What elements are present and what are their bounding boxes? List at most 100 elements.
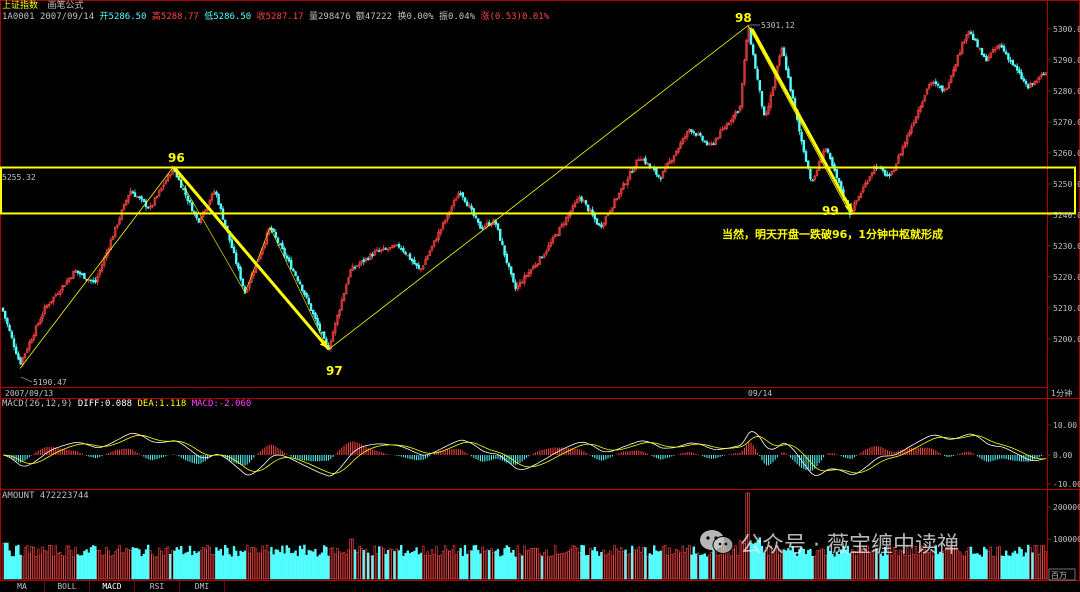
amount-bar <box>947 546 951 580</box>
tab-ma[interactable]: MA <box>0 581 45 592</box>
amount-bar <box>811 555 814 580</box>
amount-bar <box>228 554 231 580</box>
high-value: 高5288.77 <box>151 12 199 22</box>
amount-bar <box>670 554 674 580</box>
candle-body <box>758 80 762 91</box>
amount-bar <box>754 542 757 580</box>
candle-body <box>659 177 663 180</box>
candle-body <box>938 86 942 88</box>
macd-dea: DEA:1.118 <box>137 399 187 409</box>
amount-bar <box>725 553 729 580</box>
amount-bar <box>703 553 707 580</box>
label-99: 99 <box>822 204 839 218</box>
macd-value: MACD:-2.060 <box>191 399 252 409</box>
candle-body <box>745 39 748 61</box>
price-tick-label: 5290.00 <box>1053 56 1080 65</box>
candle-body <box>578 197 581 200</box>
candle-body <box>481 227 484 230</box>
amount-bar <box>281 545 284 580</box>
amount-bar <box>910 548 913 580</box>
candle-body <box>114 226 117 237</box>
amount-bar <box>391 548 394 580</box>
hub-box <box>0 166 1076 215</box>
arrow-98-99 <box>750 28 854 213</box>
amount-bar <box>188 545 192 580</box>
candle-body <box>976 39 979 48</box>
amount-bar <box>888 546 891 580</box>
candle-body <box>314 312 317 320</box>
amount-bar <box>30 546 33 580</box>
candle-body <box>672 155 676 162</box>
amount-bar <box>536 547 539 580</box>
candle-body <box>289 260 293 270</box>
amount-bar <box>824 554 828 580</box>
amount-bar <box>525 550 528 580</box>
amount-bar <box>457 551 460 580</box>
amount-bar <box>580 544 583 580</box>
amount-bar <box>518 553 522 580</box>
amount-bar <box>136 548 139 580</box>
amount-bar <box>474 545 478 580</box>
amount-bar <box>666 554 669 580</box>
candle-body <box>160 187 163 192</box>
amount-bar <box>668 547 671 580</box>
candle-body <box>395 244 398 246</box>
candle-body <box>316 317 319 326</box>
candle-body <box>714 138 718 145</box>
candle-body <box>232 246 236 253</box>
amount-bar <box>611 555 614 580</box>
amount-bar <box>246 544 249 580</box>
amount-bar <box>795 555 799 580</box>
amount-bar <box>534 547 537 580</box>
amount-bar <box>1 542 5 580</box>
amount-bar <box>562 553 566 580</box>
macd-title[interactable]: MACD(26,12,9) <box>2 399 73 409</box>
candle-body <box>954 64 957 72</box>
index-name[interactable]: 上证指数 <box>2 1 39 11</box>
tab-macd[interactable]: MACD <box>90 581 135 592</box>
amount-bar <box>494 550 497 580</box>
candle-body <box>710 143 713 145</box>
candle-body <box>197 218 200 223</box>
amount-bar <box>94 546 97 580</box>
candle-body <box>725 123 729 130</box>
volume-value: 量298476 <box>308 12 351 22</box>
amount-bar <box>252 547 255 580</box>
amount-bar <box>254 548 258 580</box>
amount-bar <box>208 546 211 580</box>
candle-body <box>617 192 621 199</box>
amount-bar <box>879 553 883 580</box>
amount-bar <box>683 552 687 580</box>
candle-body <box>1042 73 1045 76</box>
candle-body <box>287 257 291 262</box>
amount-bar <box>294 550 297 580</box>
formula-label[interactable]: 画笔公式 <box>47 1 84 11</box>
candle-body <box>941 85 944 92</box>
candle-body <box>476 218 480 223</box>
candle-body <box>905 135 909 144</box>
amount-bar <box>89 547 93 580</box>
amount-bar <box>325 546 328 580</box>
amount-title[interactable]: AMOUNT 472223744 <box>2 491 89 501</box>
amount-bar <box>813 556 817 580</box>
amount-bar <box>573 546 577 580</box>
amount-bar <box>734 545 737 580</box>
candle-body <box>439 228 442 234</box>
candle-body <box>92 280 95 282</box>
amount-bar <box>1042 545 1045 580</box>
tab-rsi[interactable]: RSI <box>135 581 180 592</box>
amount-bar <box>162 555 165 580</box>
tab-boll[interactable]: BOLL <box>45 581 90 592</box>
candle-body <box>441 222 445 229</box>
amount-bar <box>659 550 663 580</box>
candle-body <box>320 331 324 334</box>
amount-bar <box>1015 553 1019 580</box>
amount-bar <box>914 546 918 580</box>
candle-body <box>883 170 887 176</box>
amount-bar <box>384 554 387 580</box>
candle-body <box>740 83 744 108</box>
candle-body <box>531 266 535 270</box>
amount-bar <box>197 551 200 580</box>
tab-dmi[interactable]: DMI <box>180 581 225 592</box>
